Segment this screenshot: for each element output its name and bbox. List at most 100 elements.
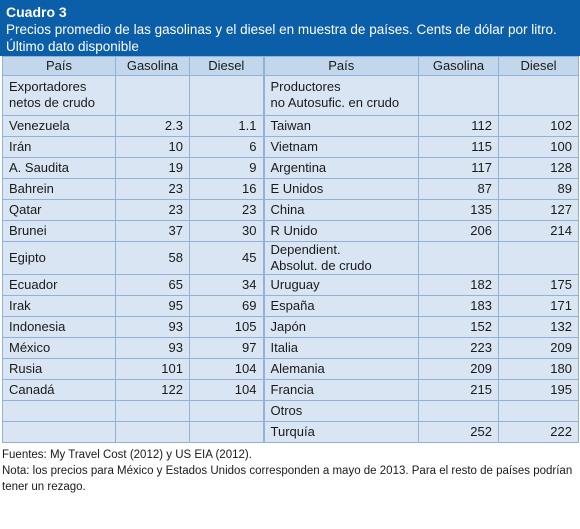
table-cell: Taiwan	[262, 115, 419, 137]
table-cell: 115	[418, 136, 499, 158]
table-cell: 87	[418, 178, 499, 200]
table-cell	[115, 75, 190, 116]
table-cell: Productores no Autosufic. en crudo	[262, 75, 419, 116]
table-title: Cuadro 3	[6, 4, 67, 20]
table-cell: Vietnam	[262, 136, 419, 158]
table-cell: 69	[189, 295, 264, 317]
table-cell: 152	[418, 316, 499, 338]
table-cell: 112	[418, 115, 499, 137]
table-cell: Alemania	[262, 358, 419, 380]
table-cell: 9	[189, 157, 264, 179]
table-row: Brunei 37 30 R Unido 206 214	[2, 220, 579, 242]
table-cell	[498, 241, 579, 275]
table-cell: 183	[418, 295, 499, 317]
table-row: Qatar 23 23 China 135 127	[2, 199, 579, 221]
table-cell: 206	[418, 220, 499, 242]
table-cell: Argentina	[262, 157, 419, 179]
table-cell	[418, 400, 499, 422]
table-cell: Egipto	[2, 241, 116, 275]
table-cell: 89	[498, 178, 579, 200]
table-cell: 195	[498, 379, 579, 401]
table-cell: 101	[115, 358, 190, 380]
table-cell: Bahrein	[2, 178, 116, 200]
table-cell: 132	[498, 316, 579, 338]
table-cell: 93	[115, 337, 190, 359]
table-cell: Irak	[2, 295, 116, 317]
table-cell: Otros	[262, 400, 419, 422]
table-cell: 117	[418, 157, 499, 179]
table-cell	[115, 400, 190, 422]
table-cell: 180	[498, 358, 579, 380]
table-cell: 122	[115, 379, 190, 401]
table-cell: 215	[418, 379, 499, 401]
col-header-diesel: Diesel	[189, 56, 264, 76]
table-cell: 30	[189, 220, 264, 242]
table-row: Canadá 122 104 Francia 215 195	[2, 379, 579, 401]
general-note: Nota: los precios para México y Estados …	[2, 465, 573, 493]
table-cell: A. Saudita	[2, 157, 116, 179]
table-row: Indonesia 93 105 Japón 152 132	[2, 316, 579, 338]
table-cell: 214	[498, 220, 579, 242]
table-cell: Rusia	[2, 358, 116, 380]
table-row: Ecuador 65 34 Uruguay 182 175	[2, 274, 579, 296]
source-note: Fuentes: My Travel Cost (2012) y US EIA …	[2, 449, 252, 461]
table-cell: Turquía	[262, 421, 419, 443]
table-cell: 222	[498, 421, 579, 443]
table-cell: Qatar	[2, 199, 116, 221]
table-cell: 128	[498, 157, 579, 179]
table-cell: 182	[418, 274, 499, 296]
table-cell: Irán	[2, 136, 116, 158]
table-cell	[418, 75, 499, 116]
table-cell: 23	[115, 178, 190, 200]
table-row: Otros	[2, 400, 579, 422]
col-header-pais: País	[2, 56, 116, 76]
table-cell: R Unido	[262, 220, 419, 242]
table-cell: 102	[498, 115, 579, 137]
table-cell: 65	[115, 274, 190, 296]
table-cell: Japón	[262, 316, 419, 338]
table-cell: 45	[189, 241, 264, 275]
table-row: Egipto 58 45 Dependient. Absolut. de crudo	[2, 241, 579, 275]
table-cell: 19	[115, 157, 190, 179]
table-row: Irak 95 69 España 183 171	[2, 295, 579, 317]
table-row: Bahrein 23 16 E Unidos 87 89	[2, 178, 579, 200]
table-cell: 10	[115, 136, 190, 158]
table-row: México 93 97 Italia 223 209	[2, 337, 579, 359]
table-row: Venezuela 2.3 1.1 Taiwan 112 102	[2, 115, 579, 137]
table-cell: 93	[115, 316, 190, 338]
footnotes: Fuentes: My Travel Cost (2012) y US EIA …	[0, 443, 580, 495]
table-cell: 105	[189, 316, 264, 338]
table-cell: 209	[498, 337, 579, 359]
table-cell: 127	[498, 199, 579, 221]
table-cell: 223	[418, 337, 499, 359]
table-cell	[189, 75, 264, 116]
table-cell	[498, 400, 579, 422]
table-cell	[418, 241, 499, 275]
col-header-gasolina-2: Gasolina	[418, 56, 499, 76]
table-cell: Uruguay	[262, 274, 419, 296]
table-cell	[2, 421, 116, 443]
table-cell: Brunei	[2, 220, 116, 242]
table-cell: España	[262, 295, 419, 317]
table-cell: 135	[418, 199, 499, 221]
table-cell: China	[262, 199, 419, 221]
table-cell: Venezuela	[2, 115, 116, 137]
table-cell: 104	[189, 358, 264, 380]
table-cell: Canadá	[2, 379, 116, 401]
table-cell: 171	[498, 295, 579, 317]
table-cell: 37	[115, 220, 190, 242]
table-cell: 175	[498, 274, 579, 296]
table-cell: 23	[115, 199, 190, 221]
table-cell: 95	[115, 295, 190, 317]
table-cell: 252	[418, 421, 499, 443]
price-table: País Gasolina Diesel País Gasolina Diese…	[2, 56, 579, 443]
table-cell: 104	[189, 379, 264, 401]
table-cell: 6	[189, 136, 264, 158]
table-cell: 23	[189, 199, 264, 221]
table-cell: 209	[418, 358, 499, 380]
table-cell: 100	[498, 136, 579, 158]
table-cell: Italia	[262, 337, 419, 359]
table-row: Irán 10 6 Vietnam 115 100	[2, 136, 579, 158]
table-cell	[2, 400, 116, 422]
table-cell	[115, 421, 190, 443]
